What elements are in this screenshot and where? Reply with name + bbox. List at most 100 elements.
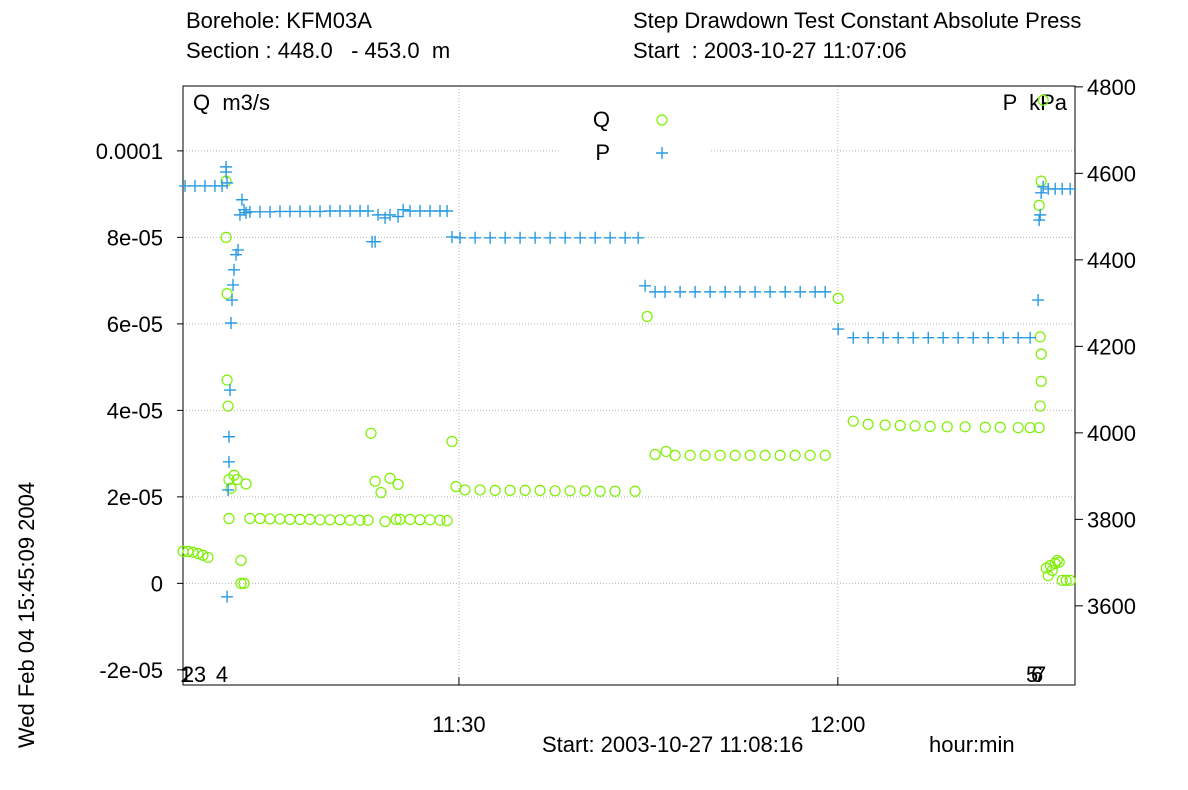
y-axis-label: Q m3/s bbox=[193, 90, 270, 115]
p-point bbox=[221, 176, 234, 189]
q-point bbox=[414, 514, 426, 526]
q-point bbox=[284, 513, 296, 525]
p-point bbox=[794, 285, 807, 298]
p-point bbox=[1033, 214, 1046, 227]
p-point bbox=[749, 285, 762, 298]
p-point bbox=[221, 590, 234, 603]
legend-label: Q bbox=[593, 107, 610, 132]
p-point bbox=[937, 331, 950, 344]
event-label: 5 bbox=[1026, 662, 1038, 687]
event-label: 1 bbox=[180, 662, 192, 687]
q-point bbox=[379, 515, 391, 528]
event-label: 2 bbox=[182, 662, 194, 687]
p-point bbox=[639, 279, 652, 292]
q-point bbox=[223, 512, 235, 525]
q-point bbox=[240, 478, 252, 490]
p-point bbox=[392, 210, 405, 223]
y2-tick-label: 4200 bbox=[1087, 334, 1136, 359]
q-point bbox=[832, 292, 844, 304]
p-point bbox=[704, 285, 717, 298]
p-point bbox=[222, 455, 235, 468]
p-point bbox=[589, 231, 602, 244]
y2-tick-label: 3800 bbox=[1087, 507, 1136, 532]
p-point bbox=[544, 231, 557, 244]
q-point bbox=[1035, 375, 1047, 387]
q-point bbox=[1034, 331, 1046, 343]
q-point bbox=[354, 514, 366, 526]
q-point bbox=[344, 514, 356, 526]
q-point bbox=[441, 515, 453, 527]
q-point bbox=[684, 449, 696, 461]
q-point bbox=[362, 514, 374, 526]
p-point bbox=[779, 285, 792, 298]
q-point bbox=[235, 577, 247, 589]
y2-tick-label: 3600 bbox=[1087, 594, 1136, 619]
legend-label: P bbox=[595, 140, 610, 165]
q-point bbox=[1053, 556, 1065, 568]
p-point bbox=[907, 331, 920, 344]
q-point bbox=[365, 427, 377, 439]
p-point bbox=[892, 331, 905, 344]
q-point bbox=[197, 549, 209, 561]
q-point bbox=[564, 485, 576, 497]
q-point bbox=[699, 449, 711, 461]
x-tick-label: 11:30 bbox=[432, 712, 485, 737]
timestamp: Wed Feb 04 15:45:09 2004 bbox=[14, 482, 39, 748]
q-point bbox=[264, 513, 276, 525]
y2-axis-label: P kPa bbox=[1003, 90, 1068, 115]
q-point bbox=[1060, 574, 1072, 586]
p-point bbox=[689, 285, 702, 298]
q-point bbox=[1037, 94, 1049, 106]
q-point bbox=[519, 484, 531, 496]
y-tick-label: 2e-05 bbox=[107, 485, 163, 510]
q-point bbox=[222, 400, 234, 412]
q-point bbox=[759, 449, 771, 461]
q-point bbox=[941, 421, 953, 433]
p-point bbox=[499, 231, 512, 244]
q-point bbox=[474, 484, 486, 496]
p-point bbox=[922, 331, 935, 344]
q-point bbox=[729, 449, 741, 461]
p-point bbox=[574, 231, 587, 244]
q-point bbox=[879, 419, 891, 431]
p-point bbox=[383, 208, 396, 221]
event-label: 4 bbox=[216, 662, 228, 687]
p-point bbox=[226, 294, 239, 307]
p-point bbox=[283, 205, 296, 218]
p-point bbox=[484, 231, 497, 244]
p-point bbox=[764, 285, 777, 298]
q-point bbox=[819, 449, 831, 461]
p-point bbox=[222, 430, 235, 443]
q-point bbox=[994, 421, 1006, 433]
x-axis-label: hour:min bbox=[929, 732, 1015, 757]
q-point bbox=[609, 485, 621, 497]
p-point bbox=[862, 331, 875, 344]
q-point bbox=[459, 484, 471, 496]
y-tick-label: 8e-05 bbox=[107, 225, 163, 250]
legend: QP bbox=[560, 96, 710, 166]
p-point bbox=[1012, 331, 1025, 344]
p-point bbox=[1037, 180, 1050, 193]
q-point bbox=[641, 310, 653, 323]
q-point bbox=[304, 513, 316, 525]
q-point bbox=[294, 513, 306, 525]
p-point bbox=[967, 331, 980, 344]
q-point bbox=[446, 435, 458, 448]
q-point bbox=[1034, 400, 1046, 412]
y-tick-label: 4e-05 bbox=[107, 398, 163, 423]
q-point bbox=[804, 449, 816, 461]
y2-tick-label: 4400 bbox=[1087, 248, 1136, 273]
p-point bbox=[514, 231, 527, 244]
q-point bbox=[774, 449, 786, 461]
q-point bbox=[1033, 199, 1045, 211]
p-point bbox=[379, 211, 392, 224]
q-point bbox=[714, 449, 726, 461]
q-point bbox=[238, 577, 250, 589]
p-point bbox=[1024, 331, 1037, 344]
q-point bbox=[390, 513, 402, 525]
p-point bbox=[223, 384, 236, 397]
q-point bbox=[235, 554, 247, 567]
q-point bbox=[847, 415, 859, 427]
q-point bbox=[1035, 175, 1047, 187]
